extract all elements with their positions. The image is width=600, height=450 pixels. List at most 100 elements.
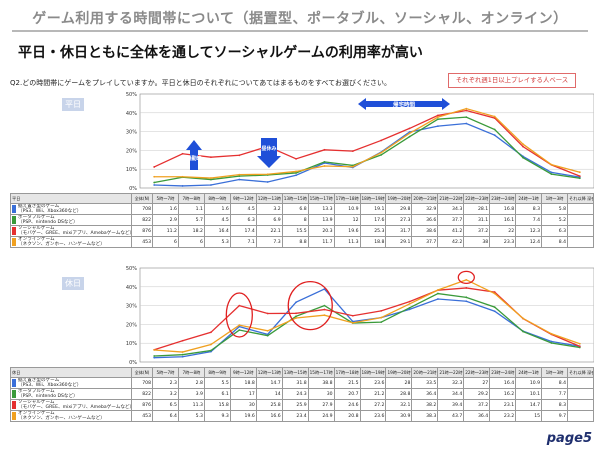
data-point-portable bbox=[493, 306, 496, 309]
table-cell: 32.9 bbox=[411, 203, 439, 215]
page-number: page5 bbox=[546, 431, 592, 446]
table-header-cell: 13時〜15時 bbox=[281, 193, 309, 204]
data-point-online bbox=[323, 165, 326, 167]
legend-swatch bbox=[12, 205, 16, 213]
table-row: ポータブルゲーム （PSP、nintendo DSなど） 822 3.2 3.9 6.1 1… bbox=[10, 388, 594, 400]
table-cell: 6.5 bbox=[152, 399, 179, 411]
data-point-stationary bbox=[153, 184, 156, 186]
data-point-portable bbox=[210, 349, 212, 352]
legend-swatch bbox=[12, 401, 16, 409]
annotation-text: 通勤時 bbox=[186, 155, 201, 162]
table-cell: 11.2 bbox=[152, 225, 179, 237]
table-cell: 29.1 bbox=[385, 236, 413, 248]
table-cell: 16.4 bbox=[203, 225, 231, 237]
table-cell: 5.5 bbox=[203, 377, 231, 389]
legend-swatch bbox=[12, 412, 16, 420]
table-header-cell: 18時〜19時 bbox=[359, 193, 387, 204]
table-cell: 19.6 bbox=[333, 225, 361, 237]
table-cell: 12.4 bbox=[515, 236, 543, 248]
table-cell: 6.9 bbox=[255, 214, 283, 226]
table-cell: 27.3 bbox=[385, 214, 413, 226]
data-point-portable bbox=[238, 175, 241, 178]
table-header-cell: 1時〜3時 bbox=[541, 193, 568, 204]
table-header-cell: 21時〜22時 bbox=[437, 193, 465, 204]
table-cell: 38 bbox=[463, 236, 491, 248]
data-point-portable bbox=[550, 173, 553, 175]
table-cell bbox=[567, 377, 594, 389]
data-point-portable bbox=[408, 135, 411, 138]
table-cell-n: 708 bbox=[131, 203, 153, 215]
holiday-table: 休日 全体(N) 5時〜7時 7時〜8時 8時〜9時 9時〜12時 12時〜13時 13時〜1… bbox=[10, 367, 594, 422]
table-cell: 12.3 bbox=[515, 225, 543, 237]
row-label: ソーシャルゲーム （モバゲー、GREE、mixiアプリ、Amebaゲームなど） bbox=[10, 225, 132, 237]
row-label: 据え置き型のゲーム （PS3、Wii、Xbox360など） bbox=[10, 203, 132, 215]
data-point-online bbox=[266, 173, 269, 176]
table-cell: 10.9 bbox=[333, 203, 361, 215]
table-cell: 38.6 bbox=[411, 225, 439, 237]
data-point-portable bbox=[522, 330, 524, 333]
page-title: ゲーム利用する時間帯について（据置型、ポータブル、ソーシャル、オンライン） bbox=[32, 11, 568, 27]
data-point-social bbox=[295, 312, 297, 315]
row-label-text: オンラインゲーム （ネクソン、ガンホー、ハンゲームなど） bbox=[18, 411, 105, 421]
data-point-portable bbox=[578, 177, 581, 180]
table-cell: 1.1 bbox=[177, 203, 205, 215]
data-point-social bbox=[266, 312, 269, 315]
table-header-row: 休日 全体(N) 5時〜7時 7時〜8時 8時〜9時 9時〜12時 12時〜13時 13時〜1… bbox=[10, 367, 594, 378]
table-cell: 7.1 bbox=[229, 236, 257, 248]
table-cell-n: 876 bbox=[131, 225, 153, 237]
data-point-social bbox=[493, 291, 496, 293]
table-header-cell: 18時〜19時 bbox=[359, 367, 387, 378]
data-point-online bbox=[351, 321, 354, 324]
data-point-social bbox=[351, 150, 354, 153]
data-point-social bbox=[181, 339, 184, 342]
legend-swatch bbox=[12, 379, 16, 387]
row-label: ポータブルゲーム （PSP、nintendo DSなど） bbox=[10, 388, 132, 400]
table-cell: 15.5 bbox=[281, 225, 309, 237]
data-point-social bbox=[437, 114, 439, 117]
data-point-online bbox=[550, 163, 553, 166]
data-point-online bbox=[465, 107, 468, 110]
y-tick-label: 40% bbox=[126, 111, 137, 117]
table-cell: 14.7 bbox=[515, 399, 543, 411]
data-point-stationary bbox=[437, 125, 439, 128]
data-point-portable bbox=[295, 315, 297, 318]
table-cell: 36.4 bbox=[411, 388, 439, 400]
data-point-social bbox=[465, 109, 468, 112]
data-point-social bbox=[210, 331, 212, 334]
y-tick-label: 50% bbox=[126, 92, 137, 98]
data-point-online bbox=[323, 314, 326, 317]
table-cell: 6.8 bbox=[281, 203, 309, 215]
data-point-portable bbox=[380, 154, 383, 156]
table-cell: 14 bbox=[255, 388, 283, 400]
data-point-stationary bbox=[437, 298, 439, 300]
table-cell: 30 bbox=[307, 388, 335, 400]
table-cell: 17 bbox=[229, 388, 257, 400]
table-cell: 34.3 bbox=[437, 203, 465, 215]
table-cell: 43.7 bbox=[437, 410, 465, 422]
table-cell: 6 bbox=[177, 236, 205, 248]
row-label: 据え置き型のゲーム （PS3、Wii、Xbox360など） bbox=[10, 377, 132, 389]
table-cell: 39.4 bbox=[437, 399, 465, 411]
table-header-cell: 全体(N) bbox=[131, 367, 153, 378]
data-point-stationary bbox=[351, 320, 354, 323]
table-header-cell: 7時〜8時 bbox=[177, 193, 205, 204]
table-cell: 24.3 bbox=[281, 388, 309, 400]
table-cell: 1.6 bbox=[152, 203, 179, 215]
table-cell: 31.8 bbox=[281, 377, 309, 389]
data-point-stationary bbox=[408, 308, 411, 311]
data-point-online bbox=[465, 278, 468, 281]
data-point-portable bbox=[493, 128, 496, 131]
table-cell-n: 822 bbox=[131, 214, 153, 226]
table-cell: 20.8 bbox=[333, 410, 361, 422]
table-row: 据え置き型のゲーム （PS3、Wii、Xbox360など） 708 2.3 2.8 5.5… bbox=[10, 377, 594, 389]
table-cell: 8.4 bbox=[541, 377, 568, 389]
table-cell: 42.2 bbox=[437, 236, 465, 248]
data-point-online bbox=[295, 317, 297, 319]
weekday-chart-label: 平日 bbox=[62, 98, 84, 111]
table-cell bbox=[567, 388, 594, 400]
table-cell: 13.3 bbox=[307, 203, 335, 215]
table-cell: 8.3 bbox=[515, 203, 543, 215]
row-label: オンラインゲーム （ネクソン、ガンホー、ハンゲームなど） bbox=[10, 236, 132, 248]
table-cell: 8 bbox=[281, 214, 309, 226]
data-point-online bbox=[295, 170, 297, 173]
